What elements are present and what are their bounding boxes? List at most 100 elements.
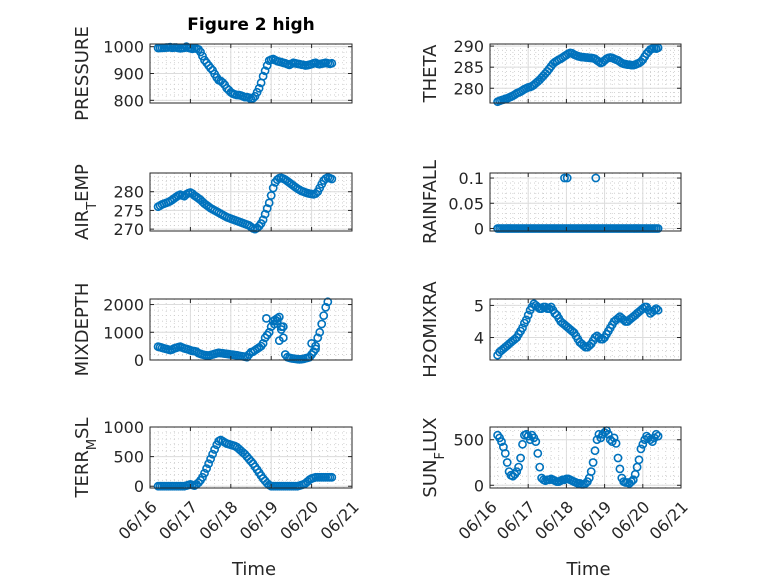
data-point <box>319 311 329 320</box>
data-point <box>588 458 598 467</box>
series-markers <box>493 299 663 360</box>
series-markers <box>153 173 337 234</box>
data-point <box>196 47 205 57</box>
data-point <box>260 66 270 76</box>
figure-title: Figure 2 high <box>187 15 315 35</box>
x-tick-label: 06/16 <box>455 497 501 543</box>
data-point <box>649 305 659 315</box>
data-point <box>518 439 527 449</box>
data-point <box>315 327 325 337</box>
x-tick-label: 06/17 <box>493 497 539 543</box>
data-point <box>512 467 522 476</box>
series-markers <box>493 173 663 233</box>
data-point <box>258 338 268 348</box>
axes-frame <box>149 298 353 361</box>
series-markers <box>153 435 337 491</box>
data-point <box>321 302 331 312</box>
data-point <box>208 449 217 459</box>
series-markers <box>493 43 663 107</box>
y-tick-label: 900 <box>113 65 144 84</box>
data-point <box>502 458 512 467</box>
data-point <box>206 454 215 464</box>
y-axis-label: PRESSURE <box>72 26 93 121</box>
y-tick-label: 1000 <box>103 323 144 342</box>
x-tick-label: 06/18 <box>196 497 242 543</box>
data-point <box>254 83 264 93</box>
data-point <box>323 297 333 307</box>
axes-background <box>490 173 681 231</box>
data-point <box>311 344 320 354</box>
y-tick-label: 1000 <box>103 418 144 437</box>
data-point <box>497 437 506 446</box>
data-point <box>586 467 596 476</box>
y-tick-label: 0 <box>474 219 484 238</box>
data-point <box>611 438 621 448</box>
data-point <box>653 224 663 233</box>
x-tick-label: 06/20 <box>276 497 322 543</box>
y-tick-label: 285 <box>453 58 484 77</box>
data-point <box>261 313 271 323</box>
data-point <box>274 336 284 345</box>
data-point <box>317 319 327 329</box>
x-tick-label: 06/21 <box>646 497 692 543</box>
data-point <box>535 462 545 472</box>
x-tick-label: 06/18 <box>531 497 577 543</box>
data-point <box>262 61 272 70</box>
data-point <box>521 315 531 325</box>
data-point <box>218 78 228 87</box>
series-markers <box>153 297 333 364</box>
x-axis-label: Time <box>565 559 610 580</box>
data-point <box>651 304 661 313</box>
axes-frame <box>489 172 682 232</box>
data-point <box>204 459 213 469</box>
data-point <box>206 63 215 73</box>
data-point <box>523 310 533 320</box>
y-axis-label: AIRTEMP <box>72 164 100 240</box>
data-point <box>636 444 646 454</box>
data-point <box>327 174 337 184</box>
data-point <box>609 433 619 443</box>
y-axis-label: SUNFLUX <box>420 417 448 497</box>
y-axis-label: RAINFALL <box>420 160 441 244</box>
y-tick-label: 275 <box>113 201 144 220</box>
y-tick-label: 270 <box>113 220 144 239</box>
data-point <box>200 468 209 478</box>
data-point <box>500 448 510 458</box>
data-point <box>591 173 601 183</box>
data-point <box>634 455 644 465</box>
data-point <box>198 472 207 482</box>
data-point <box>514 462 523 472</box>
y-tick-label: 0 <box>474 476 484 495</box>
data-point <box>590 446 600 456</box>
x-tick-label: 06/17 <box>155 497 201 543</box>
data-point <box>516 453 525 463</box>
x-tick-label: 06/19 <box>236 497 282 543</box>
y-tick-label: 0.1 <box>459 169 484 188</box>
data-point <box>258 71 268 81</box>
data-point <box>653 431 663 441</box>
data-point <box>638 439 648 449</box>
data-point <box>533 448 543 458</box>
data-point <box>518 323 527 333</box>
series-markers <box>493 426 663 489</box>
data-point <box>626 477 636 486</box>
axes-frame <box>489 426 682 489</box>
data-point <box>327 58 337 68</box>
x-tick-label: 06/21 <box>317 497 363 543</box>
axes-2: 280 285 290 THETA <box>420 37 682 107</box>
y-tick-label: 2000 <box>103 296 144 315</box>
y-tick-label: 0 <box>134 351 144 370</box>
y-tick-label: 5 <box>474 296 484 315</box>
y-tick-label: 280 <box>453 79 484 98</box>
axes-1: 800 900 1000 PRESSURE <box>72 26 353 121</box>
data-point <box>613 453 623 463</box>
data-point <box>307 338 316 348</box>
y-axis-label: MIXDEPTH <box>72 283 93 377</box>
data-point <box>615 464 625 474</box>
x-tick-label: 06/16 <box>115 497 161 543</box>
data-point <box>628 475 638 485</box>
